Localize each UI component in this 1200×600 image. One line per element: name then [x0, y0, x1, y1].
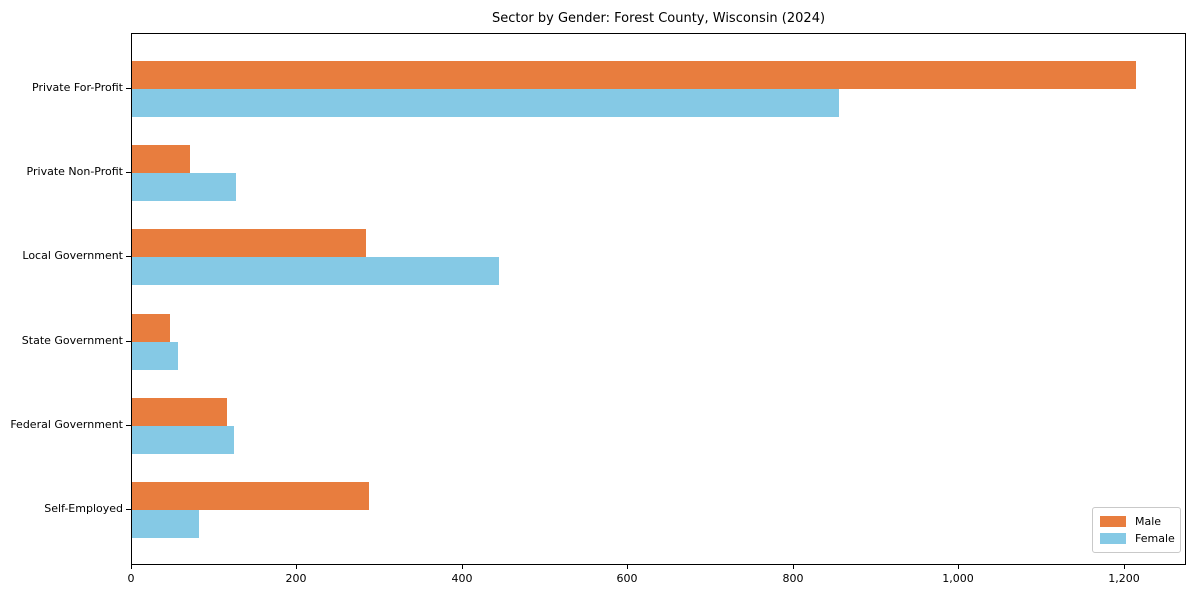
y-tick-mark — [126, 88, 131, 89]
x-tick-label-200: 200 — [285, 572, 307, 585]
bar-female-private-non-profit — [132, 173, 237, 201]
y-tick-label-local-government: Local Government — [22, 249, 123, 262]
x-tick-label-1-200: 1,200 — [1108, 572, 1140, 585]
x-tick-mark — [793, 565, 794, 569]
legend-swatch-male-icon — [1100, 516, 1126, 527]
x-tick-label-600: 600 — [616, 572, 638, 585]
bar-female-local-government — [132, 257, 499, 285]
y-tick-mark — [126, 256, 131, 257]
bar-male-local-government — [132, 229, 367, 257]
bar-female-self-employed — [132, 510, 199, 538]
y-tick-label-private-non-profit: Private Non-Profit — [26, 165, 123, 178]
legend-swatch-female-icon — [1100, 533, 1126, 544]
bar-female-federal-government — [132, 426, 234, 454]
y-tick-mark — [126, 172, 131, 173]
legend: Male Female — [1092, 507, 1181, 553]
bar-male-self-employed — [132, 482, 369, 510]
bar-male-private-for-profit — [132, 61, 1136, 89]
bar-male-federal-government — [132, 398, 228, 426]
y-tick-label-self-employed: Self-Employed — [44, 502, 123, 515]
bar-male-state-government — [132, 314, 171, 342]
legend-item-male: Male — [1100, 515, 1180, 528]
x-tick-mark — [627, 565, 628, 569]
x-tick-mark — [296, 565, 297, 569]
y-tick-label-federal-government: Federal Government — [10, 418, 123, 431]
bar-female-private-for-profit — [132, 89, 839, 117]
chart-title: Sector by Gender: Forest County, Wiscons… — [491, 11, 826, 26]
y-tick-label-private-for-profit: Private For-Profit — [32, 81, 123, 94]
x-tick-label-1-000: 1,000 — [942, 572, 974, 585]
x-tick-label-800: 800 — [782, 572, 804, 585]
y-tick-mark — [126, 425, 131, 426]
x-tick-mark — [1124, 565, 1125, 569]
legend-label-male: Male — [1135, 515, 1162, 528]
legend-item-female: Female — [1100, 532, 1180, 545]
bar-male-private-non-profit — [132, 145, 190, 173]
y-tick-mark — [126, 341, 131, 342]
x-tick-mark — [131, 565, 132, 569]
x-tick-mark — [958, 565, 959, 569]
bar-female-state-government — [132, 342, 178, 370]
x-tick-label-400: 400 — [451, 572, 473, 585]
x-tick-mark — [462, 565, 463, 569]
y-tick-label-state-government: State Government — [21, 334, 123, 347]
plot-area — [131, 33, 1186, 565]
x-tick-label-0: 0 — [127, 572, 135, 585]
legend-label-female: Female — [1135, 532, 1175, 545]
y-tick-mark — [126, 509, 131, 510]
